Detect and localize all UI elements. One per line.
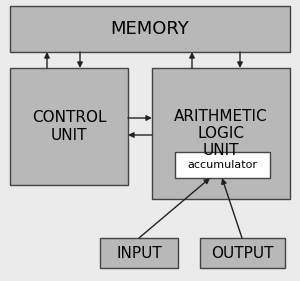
Text: accumulator: accumulator	[188, 160, 257, 170]
Bar	[200, 238, 285, 268]
Text: OUTPUT: OUTPUT	[211, 246, 274, 260]
Text: INPUT: INPUT	[116, 246, 162, 260]
Bar	[175, 152, 270, 178]
Text: MEMORY: MEMORY	[111, 20, 189, 38]
Text: ARITHMETIC
LOGIC
UNIT: ARITHMETIC LOGIC UNIT	[174, 108, 268, 158]
Bar	[10, 6, 290, 52]
Text: CONTROL
UNIT: CONTROL UNIT	[32, 110, 106, 143]
Bar	[152, 68, 290, 199]
Bar	[10, 68, 128, 185]
Bar	[100, 238, 178, 268]
